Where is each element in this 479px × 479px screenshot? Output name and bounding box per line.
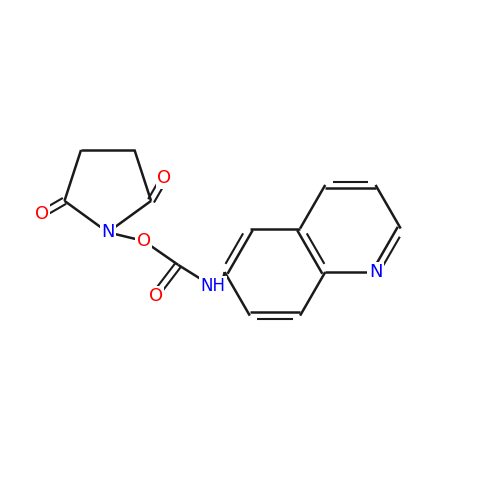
Text: O: O (34, 205, 49, 223)
Text: N: N (369, 263, 382, 281)
Text: O: O (157, 169, 171, 187)
Text: NH: NH (200, 277, 225, 296)
Text: N: N (101, 223, 114, 241)
Text: O: O (137, 232, 151, 250)
Text: O: O (148, 287, 163, 305)
